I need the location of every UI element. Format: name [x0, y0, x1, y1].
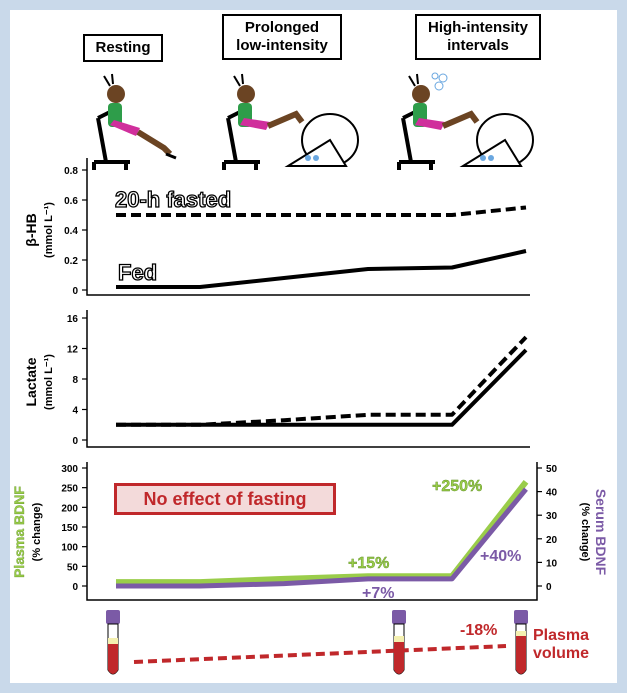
lactate-ylabel: Lactate — [23, 357, 39, 406]
plasma-bdnf-tick-label: 250 — [61, 484, 78, 495]
lactate-tick-label: 12 — [67, 345, 79, 356]
plasma-bdnf-tick-label: 300 — [61, 464, 78, 475]
plasma-volume-label-line2: volume — [533, 645, 589, 662]
bhb-fasted-label: 20-h fasted — [115, 187, 231, 212]
plasma-bdnf-ylabel: Plasma BDNF — [11, 486, 27, 578]
lactate-axis-frame — [86, 310, 530, 448]
plasma-volume-change: -18% — [460, 622, 497, 639]
serum-bdnf-tick-label: 30 — [546, 511, 558, 522]
serum-bdnf-tick-label: 10 — [546, 558, 558, 569]
serum-bdnf-tick-label: 40 — [546, 488, 558, 499]
serum-bdnf-tick-label: 50 — [546, 464, 558, 475]
bhb-tick-label: 0.6 — [64, 196, 78, 207]
low-intensity-cycling-icon — [222, 73, 359, 170]
blood-tube-icon — [106, 610, 120, 675]
serum-bdnf-tick-label: 20 — [546, 535, 558, 546]
bhb-tick-label: 0.4 — [64, 226, 78, 237]
stage-label-prolonged: Prolonged low-intensity — [222, 14, 342, 60]
bhb-axis-frame — [86, 158, 530, 296]
resting-figure-icon — [92, 73, 177, 170]
serum-bdnf-ylabel: Serum BDNF — [593, 489, 609, 576]
plasma-bdnf-yunit: (% change) — [31, 502, 43, 561]
bdnf-axis-frame — [86, 462, 538, 601]
no-effect-callout: No effect of fasting — [114, 483, 336, 515]
figure-canvas: 0.80.60.40.20161284030025020015010050050… — [11, 72, 609, 675]
figure: 0.8 0.6 0.4 0.2 0 16 12 8 4 0 300 250 200 150 100 50 0 50… — [10, 10, 617, 683]
plasma-bdnf-tick-label: 100 — [61, 543, 78, 554]
serum-end-annotation: +40% — [480, 548, 521, 565]
blood-tube-icon — [514, 610, 528, 675]
stage-label-resting: Resting — [83, 34, 163, 62]
lactate-fed-line — [116, 348, 528, 427]
lactate-yunit: (mmol L⁻¹) — [43, 354, 55, 410]
bhb-ylabel: β-HB — [23, 213, 39, 246]
high-intensity-cycling-icon — [397, 72, 534, 170]
bhb-fasted-line — [116, 205, 527, 217]
plasma-bdnf-tick-label: 200 — [61, 503, 78, 514]
stage-label-high-intensity: High-intensity intervals — [415, 14, 541, 60]
serum-bdnf-yunit: (% change) — [579, 503, 591, 562]
lactate-tick-label: 0 — [72, 436, 78, 447]
serum-bdnf-tick-label: 0 — [546, 582, 552, 593]
lactate-tick-label: 8 — [72, 375, 78, 386]
bhb-tick-label: 0 — [72, 286, 78, 297]
bhb-yunit: (mmol L⁻¹) — [43, 202, 55, 258]
lactate-tick-label: 16 — [67, 314, 79, 325]
lactate-tick-label: 4 — [72, 406, 78, 417]
plasma-bdnf-tick-label: 0 — [72, 582, 78, 593]
plasma-bdnf-tick-label: 150 — [61, 523, 78, 534]
plasma-volume-label-line1: Plasma — [533, 627, 589, 644]
plasma-bdnf-tick-label: 50 — [67, 562, 79, 573]
bhb-tick-label: 0.8 — [64, 166, 78, 177]
serum-bdnf-line — [116, 487, 528, 589]
plasma-volume-line — [133, 644, 507, 664]
plasma-end-annotation: +250% — [432, 478, 482, 495]
serum-mid-annotation: +7% — [362, 585, 394, 602]
bhb-tick-label: 0.2 — [64, 256, 78, 267]
plasma-mid-annotation: +15% — [348, 555, 389, 572]
blood-tube-icon — [392, 610, 406, 675]
bhb-fed-label: Fed — [118, 260, 157, 285]
bhb-fed-line — [116, 249, 527, 289]
